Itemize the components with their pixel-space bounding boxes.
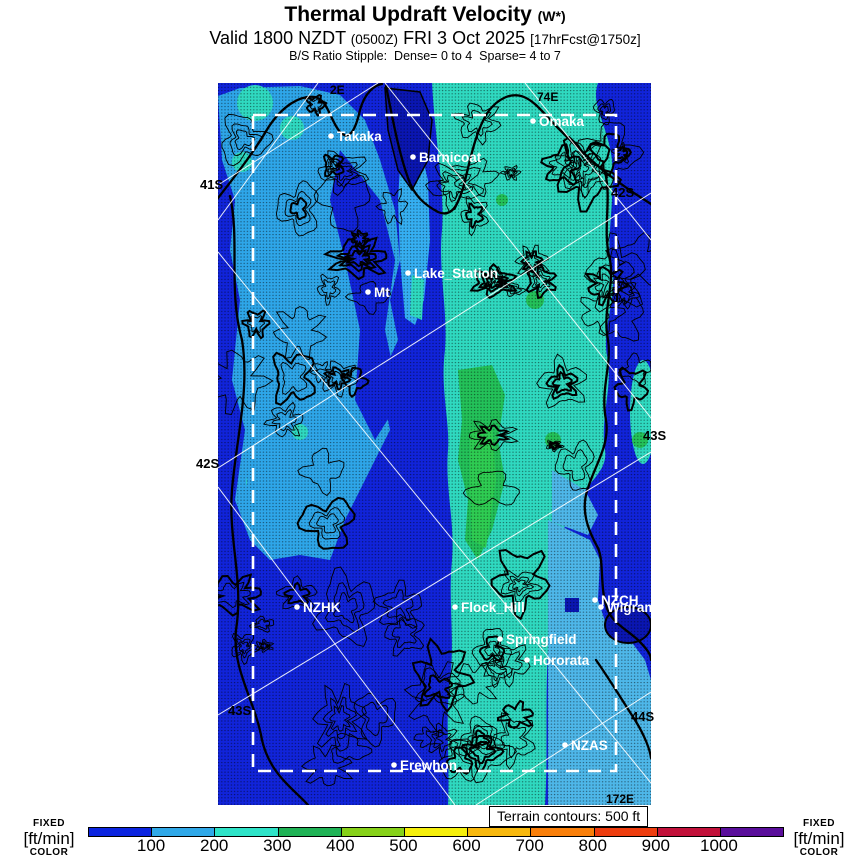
colorbar-tick: 400 — [326, 836, 355, 855]
station-lake_station: Lake_Station — [405, 266, 498, 281]
colorbar-segment — [278, 828, 342, 836]
station-dot — [530, 118, 536, 124]
station-dot — [294, 604, 300, 610]
station-dot — [452, 604, 458, 610]
station-dot — [365, 289, 371, 295]
latitude-label: 44S — [631, 709, 655, 724]
station-nzas: NZAS — [562, 738, 608, 753]
graticule — [218, 83, 651, 805]
colorbar-tick: 700 — [515, 836, 544, 855]
station-label: Flock_Hill — [461, 600, 525, 615]
colorbar-segment — [215, 828, 279, 836]
coastline — [218, 83, 651, 805]
caption-unit: [ft/min] — [793, 829, 845, 848]
forecast-map: 2E 74E 172E Takaka Barnicoat Omaka Lake_Stati… — [218, 83, 651, 805]
station-label: Takaka — [337, 129, 382, 144]
station-erewhon: Erewhon — [391, 758, 457, 773]
valid-date: FRI 3 Oct 2025 — [403, 28, 526, 48]
colorbar-tick: 1000 — [699, 836, 738, 855]
meridian-labels: 2E 74E 172E — [330, 83, 634, 805]
valid-utc: (0500Z) — [350, 32, 399, 47]
colorbar-segment — [341, 828, 405, 836]
station-dot — [598, 604, 604, 610]
station-label: Wigram — [607, 600, 651, 615]
station-markers: Takaka Barnicoat Omaka Lake_Station Mt NZHK Fl… — [294, 114, 651, 773]
colorbar-segment — [594, 828, 658, 836]
title-text: Thermal Updraft Velocity — [284, 3, 532, 26]
colorbar-segment — [404, 828, 469, 836]
valid-fcst: [17hrFcst@1750z] — [530, 32, 641, 47]
colorbar-caption-right: FIXED [ft/min] COLOR — [788, 819, 850, 858]
station-label: NZAS — [571, 738, 608, 753]
valid-line: Valid 1800 NZDT (0500Z) FRI 3 Oct 2025 [… — [0, 28, 850, 49]
caption-fixed: FIXED — [803, 818, 835, 829]
station-label: Mt — [374, 285, 390, 300]
station-dot — [562, 742, 568, 748]
title-note: (W*) — [537, 8, 566, 24]
station-label: Hororata — [533, 653, 590, 668]
station-hororata: Hororata — [524, 653, 590, 668]
colorbar-segment — [89, 828, 153, 836]
colorbar-segment — [468, 828, 532, 836]
station-dot — [410, 154, 416, 160]
colorbar-tick: 600 — [452, 836, 481, 855]
meridian-label: 74E — [537, 90, 558, 104]
station-wigram: Wigram — [598, 600, 651, 615]
latitude-label: 42S — [611, 185, 635, 200]
station-dot — [405, 270, 411, 276]
station-label: Springfield — [506, 632, 577, 647]
meridian-label: 2E — [330, 83, 345, 97]
station-label: NZHK — [303, 600, 341, 615]
valid-main: Valid 1800 NZDT — [209, 28, 346, 48]
terrain-contours — [218, 93, 651, 787]
station-label: Omaka — [539, 114, 585, 129]
station-nzhk: NZHK — [294, 600, 341, 615]
meridian-label: 172E — [606, 792, 634, 805]
station-dot — [592, 597, 598, 603]
station-label: Lake_Station — [414, 266, 498, 281]
domain-box — [251, 113, 618, 773]
station-springfield: Springfield — [497, 632, 577, 647]
station-mt: Mt — [365, 285, 390, 300]
caption-color: COLOR — [29, 847, 69, 858]
station-dot — [497, 636, 503, 642]
latitude-label: 43S — [228, 703, 252, 718]
caption-unit: [ft/min] — [23, 829, 75, 848]
station-barnicoat: Barnicoat — [410, 150, 482, 165]
station-omaka: Omaka — [530, 114, 585, 129]
station-label: Barnicoat — [419, 150, 482, 165]
colorbar-tick: 500 — [389, 836, 418, 855]
colorbar-segment — [531, 828, 595, 836]
station-dot — [524, 657, 530, 663]
latitude-label: 42S — [196, 456, 220, 471]
station-flock_hill: Flock_Hill — [452, 600, 525, 615]
colorbar-caption-left: FIXED [ft/min] COLOR — [8, 819, 90, 858]
colorbar-tick: 300 — [263, 836, 292, 855]
map-canvas: 2E 74E 172E Takaka Barnicoat Omaka Lake_Stati… — [218, 83, 651, 805]
station-label: NZCH — [601, 593, 639, 608]
page-title: Thermal Updraft Velocity (W*) — [0, 3, 850, 27]
station-label: Erewhon — [400, 758, 457, 773]
caption-fixed: FIXED — [33, 818, 65, 829]
colorbar-tick: 900 — [641, 836, 670, 855]
colorbar-segment — [152, 828, 216, 836]
colorbar-tick: 800 — [578, 836, 607, 855]
colorbar-tick: 100 — [136, 836, 166, 855]
colorbar-segment — [657, 828, 721, 836]
latitude-label: 41S — [200, 177, 224, 192]
colorbar — [88, 827, 784, 837]
caption-color: COLOR — [799, 847, 839, 858]
latitude-label: 43S — [643, 428, 667, 443]
station-dot — [328, 133, 334, 139]
colorbar-tick: 200 — [199, 836, 229, 855]
station-nzch: NZCH — [592, 593, 639, 608]
terrain-note: Terrain contours: 500 ft — [489, 806, 649, 827]
station-takaka: Takaka — [328, 129, 382, 144]
stipple-legend: B/S Ratio Stipple: Dense= 0 to 4 Sparse=… — [289, 49, 561, 63]
station-dot — [391, 762, 397, 768]
colorbar-segment — [720, 828, 784, 836]
